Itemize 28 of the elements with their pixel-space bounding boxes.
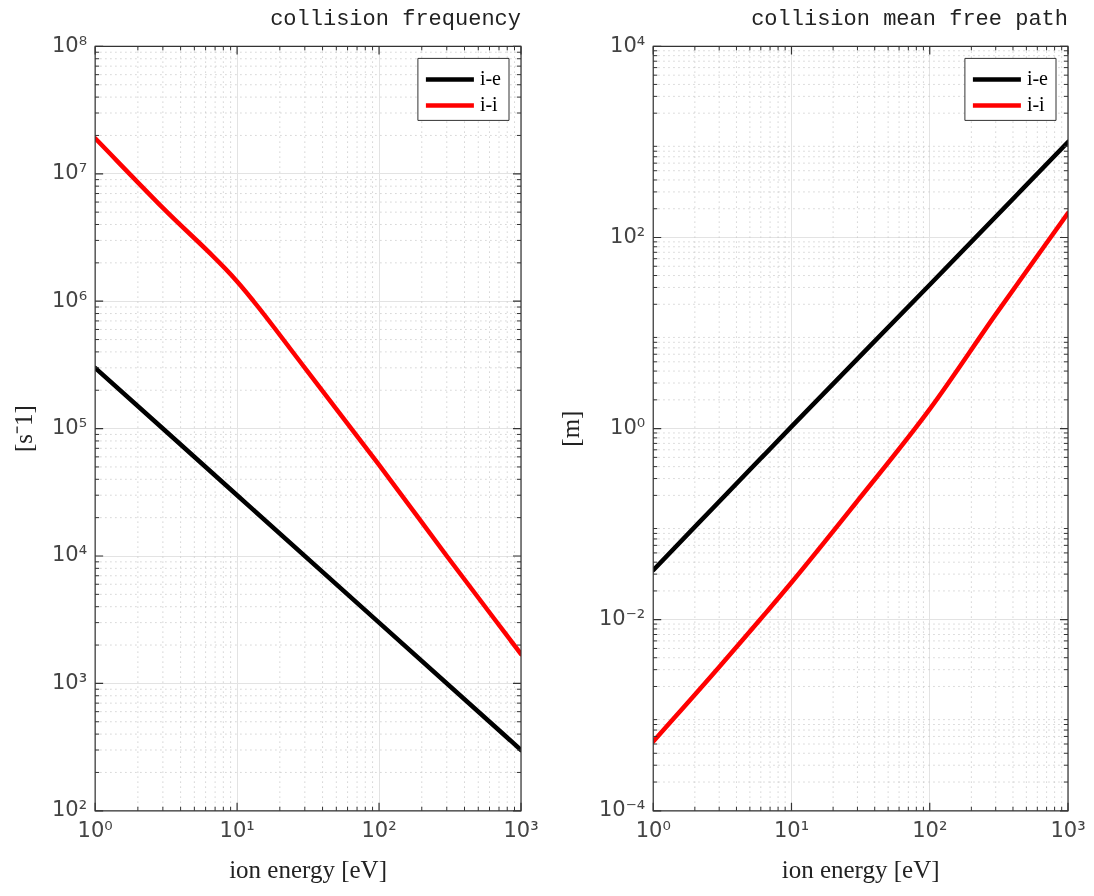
y-tick-label: 10⁰	[610, 415, 646, 440]
x-tick-label: 10³	[503, 817, 539, 842]
y-axis-title: [m]	[556, 410, 584, 447]
chart-title: collision mean free path	[751, 7, 1068, 33]
x-tick-label: 10¹	[773, 817, 810, 842]
line-series	[653, 139, 1068, 573]
x-tick-label: 10³	[1050, 817, 1086, 842]
y-tick-label: 10⁵	[52, 415, 88, 440]
x-axis-title: ion energy [eV]	[229, 855, 387, 883]
legend-label: i-i	[1026, 92, 1046, 115]
y-tick-label: 10⁶	[52, 287, 88, 312]
x-tick-label: 10¹	[219, 817, 255, 842]
x-tick-label: 10²	[361, 817, 397, 842]
chart-title: collision frequency	[270, 7, 521, 33]
legend-label: i-e	[1026, 66, 1049, 89]
y-tick-label: 10⁷	[52, 160, 88, 185]
x-axis-title: ion energy [eV]	[781, 855, 940, 883]
y-tick-label: 10⁻²	[598, 606, 646, 631]
y-axis-title: [s⁻1]	[9, 405, 37, 453]
y-tick-label: 10⁴	[52, 542, 88, 567]
line-series	[95, 365, 521, 753]
y-tick-label: 10⁸	[52, 32, 88, 57]
legend-label: i-i	[479, 92, 499, 115]
legend-label: i-e	[479, 66, 502, 89]
y-tick-label: 10²	[610, 223, 646, 248]
x-tick-label: 10²	[912, 817, 948, 842]
y-tick-label: 10³	[52, 669, 88, 694]
y-tick-label: 10⁴	[610, 32, 646, 57]
